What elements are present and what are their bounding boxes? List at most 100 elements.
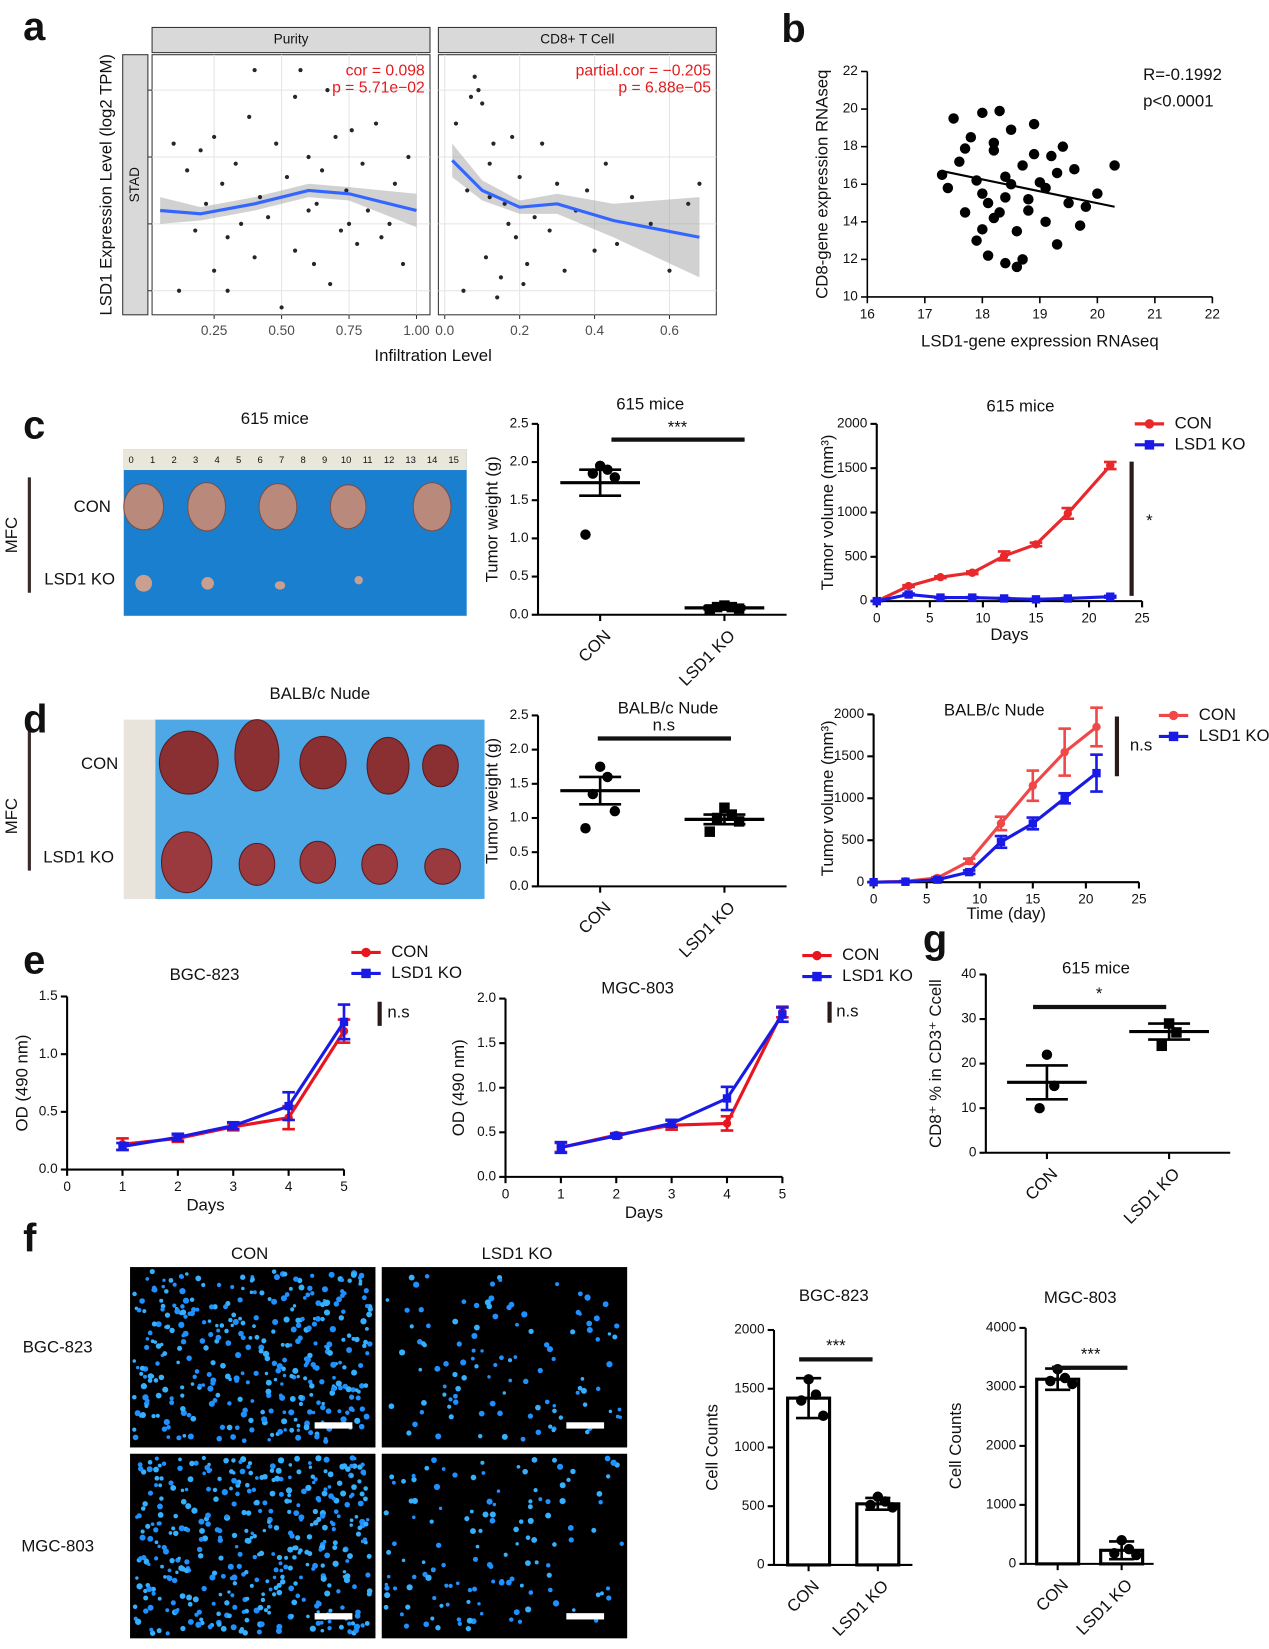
nucleus <box>355 1609 361 1616</box>
legend-label: LSD1 KO <box>391 963 462 982</box>
nucleus <box>147 1490 154 1496</box>
scale-bar <box>314 1613 353 1620</box>
nucleus <box>353 1627 359 1634</box>
y-tick-label: 3000 <box>986 1378 1017 1393</box>
nucleus <box>151 1414 156 1419</box>
nucleus <box>551 1356 556 1362</box>
nucleus <box>212 1487 218 1493</box>
nucleus <box>452 1318 459 1325</box>
nucleus <box>157 1512 164 1518</box>
x-tick-label: 15 <box>1025 892 1040 907</box>
nucleus <box>455 1581 460 1586</box>
point <box>525 261 530 267</box>
point <box>365 208 371 213</box>
nucleus <box>316 1400 321 1405</box>
nucleus <box>167 1568 172 1573</box>
nucleus <box>184 1559 190 1565</box>
nucleus <box>323 1469 328 1474</box>
nucleus <box>241 1509 247 1516</box>
nucleus <box>593 1315 600 1322</box>
nucleus <box>231 1312 237 1318</box>
x-tick-label: LSD1 KO <box>675 626 739 690</box>
nucleus <box>179 1593 186 1599</box>
nucleus <box>264 1371 269 1376</box>
nucleus <box>149 1268 155 1275</box>
nucleus <box>551 1427 556 1433</box>
nucleus <box>502 1391 506 1395</box>
nucleus <box>140 1383 148 1390</box>
nucleus <box>471 1332 478 1339</box>
nucleus <box>231 1458 236 1463</box>
facet-strip <box>437 26 717 54</box>
nucleus <box>519 1583 524 1588</box>
tumor <box>187 482 227 532</box>
nucleus <box>470 1356 475 1361</box>
nucleus <box>283 1316 290 1323</box>
nucleus <box>287 1493 292 1498</box>
nucleus <box>197 1383 202 1388</box>
y-tick-label: 0 <box>1009 1555 1017 1570</box>
nucleus <box>358 1279 363 1283</box>
nucleus <box>431 1457 437 1464</box>
point <box>686 201 691 206</box>
nucleus <box>288 1499 292 1503</box>
marker <box>964 857 974 866</box>
facet-title: CD8+ T Cell <box>540 32 614 47</box>
nucleus <box>338 1360 342 1365</box>
nucleus <box>452 1371 458 1378</box>
marker <box>999 551 1009 561</box>
nucleus <box>241 1286 245 1291</box>
row-label: CON <box>74 497 111 516</box>
nucleus <box>351 1369 358 1376</box>
nucleus <box>231 1532 238 1539</box>
nucleus <box>149 1630 156 1636</box>
point <box>1011 225 1023 237</box>
nucleus <box>216 1622 222 1627</box>
nucleus <box>157 1463 162 1468</box>
x-tick-label: CON <box>1032 1575 1072 1615</box>
point <box>465 188 470 193</box>
nucleus <box>273 1525 280 1531</box>
y-tick-label: 0.0 <box>510 878 529 893</box>
y-tick-label: 1500 <box>837 460 868 475</box>
significance-label: * <box>1146 511 1153 530</box>
nucleus <box>323 1456 330 1463</box>
nucleus <box>349 1523 353 1527</box>
y-tick-label: 500 <box>845 548 868 563</box>
nucleus <box>244 1528 249 1533</box>
nucleus <box>321 1401 325 1406</box>
nucleus <box>258 1508 263 1514</box>
nucleus <box>457 1621 462 1626</box>
nucleus <box>220 1362 226 1369</box>
marker <box>1060 747 1069 757</box>
nucleus <box>584 1429 590 1435</box>
nucleus <box>580 1376 585 1381</box>
nucleus <box>433 1483 441 1491</box>
nucleus <box>591 1527 597 1533</box>
point <box>279 305 284 310</box>
x-tick-label: CON <box>783 1576 823 1616</box>
nucleus <box>481 1471 486 1475</box>
nucleus <box>183 1314 188 1319</box>
nucleus <box>155 1361 160 1366</box>
nucleus <box>426 1323 431 1329</box>
point <box>406 154 411 160</box>
nucleus <box>165 1631 170 1636</box>
nucleus <box>577 1291 583 1297</box>
scale-bar <box>314 1422 353 1429</box>
point <box>506 221 511 226</box>
point <box>328 281 333 287</box>
nucleus <box>216 1282 222 1288</box>
x-axis-label: Days <box>990 625 1028 644</box>
nucleus <box>320 1316 325 1322</box>
tumor <box>238 842 276 886</box>
nucleus <box>145 1337 150 1341</box>
point <box>1023 205 1034 216</box>
nucleus <box>180 1488 185 1493</box>
ruler-number: 15 <box>448 454 458 465</box>
nucleus <box>315 1455 322 1462</box>
nucleus <box>309 1522 314 1527</box>
nucleus <box>161 1284 165 1289</box>
x-tick-label: 5 <box>779 1186 787 1201</box>
nucleus <box>491 1579 496 1584</box>
